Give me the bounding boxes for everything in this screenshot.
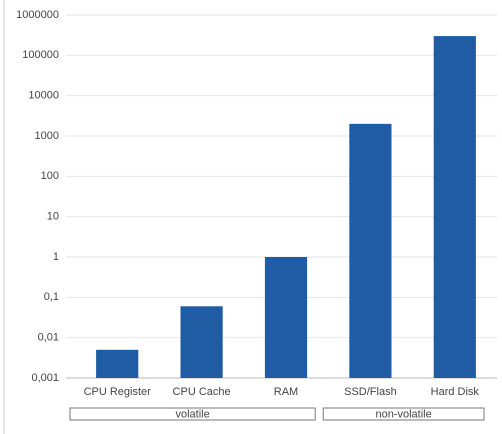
y-tick-label: 10000 (28, 90, 59, 102)
y-tick-label: 0,01 (38, 332, 59, 344)
group-label: volatile (175, 408, 209, 420)
x-tick-label: CPU Cache (173, 386, 231, 398)
group-box (322, 407, 485, 421)
bar (96, 349, 139, 378)
group-label: non-volatile (375, 408, 431, 420)
y-tick-label: 0,1 (44, 291, 59, 303)
x-tick-label: SSD/Flash (344, 386, 397, 398)
y-tick-label: 0,001 (31, 372, 59, 384)
y-tick-label: 100000 (22, 49, 59, 61)
x-tick-label: RAM (274, 386, 298, 398)
group-box (69, 407, 316, 421)
y-tick-label: 1000 (35, 130, 59, 142)
bar (180, 306, 223, 378)
bar (433, 36, 476, 378)
bar (349, 123, 392, 378)
x-tick-label: CPU Register (84, 386, 152, 398)
y-tick-label: 100 (41, 170, 59, 182)
x-tick-label: Hard Disk (431, 386, 480, 398)
y-tick-label: 1 (53, 251, 59, 263)
bar (264, 257, 308, 378)
y-tick-label: 1000000 (16, 9, 59, 21)
y-tick-label: 10 (47, 211, 59, 223)
